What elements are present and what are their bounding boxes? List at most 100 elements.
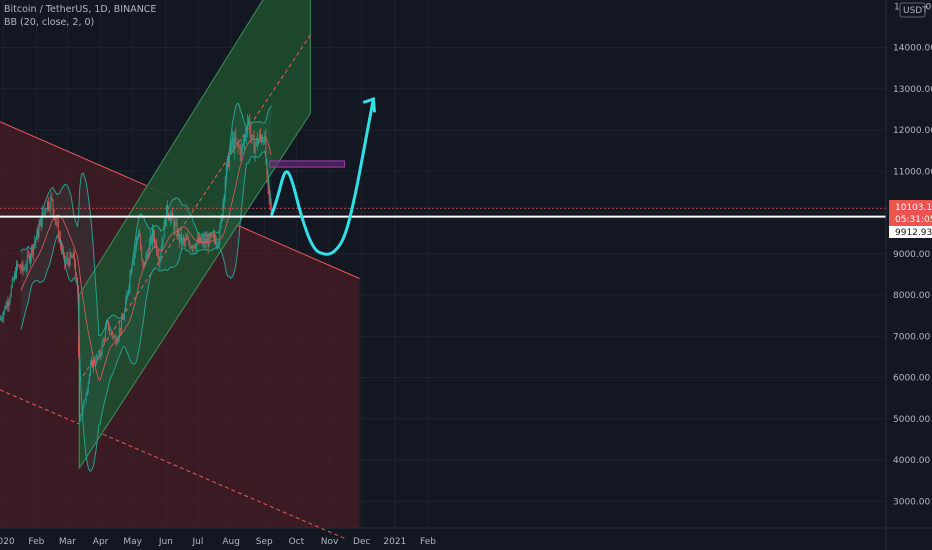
candle	[111, 328, 113, 337]
candle	[19, 264, 21, 269]
candle	[9, 293, 11, 306]
candle	[149, 230, 151, 251]
candle	[268, 187, 270, 205]
candle	[235, 128, 237, 145]
candle	[50, 194, 52, 217]
candle	[249, 113, 251, 138]
candle	[162, 238, 164, 248]
candle	[18, 264, 20, 267]
candle	[96, 353, 98, 366]
candle	[23, 266, 25, 272]
candle	[148, 237, 150, 257]
candle	[236, 141, 238, 146]
y-tick-label: 14000.00	[893, 44, 932, 54]
candle	[244, 134, 245, 151]
candle	[153, 226, 154, 243]
candle	[43, 209, 45, 217]
x-tick-label: 2020	[0, 537, 15, 547]
candle	[240, 139, 242, 163]
x-tick-label: Mar	[59, 537, 76, 547]
candle	[68, 258, 70, 270]
candle	[190, 245, 192, 249]
candle	[7, 296, 9, 312]
candle	[233, 131, 235, 154]
candle	[205, 231, 207, 249]
candle	[204, 231, 206, 250]
candle	[37, 224, 39, 243]
candle	[65, 255, 67, 266]
candle	[110, 326, 112, 331]
candle	[256, 132, 258, 151]
candle	[182, 236, 183, 247]
candle	[86, 387, 88, 397]
candle	[213, 228, 214, 242]
candle	[52, 198, 54, 217]
countdown-label: 05:31:05	[895, 215, 932, 225]
candle	[98, 349, 100, 360]
x-tick-label: Sep	[256, 537, 273, 547]
candle	[0, 315, 1, 321]
y-tick-label: 7000.00	[893, 332, 930, 342]
crosshair-price-label: 9912.93	[895, 228, 932, 238]
candle	[25, 260, 27, 276]
candle	[102, 337, 104, 344]
currency-label: USDT	[903, 6, 928, 16]
candle	[101, 339, 103, 357]
candle	[255, 137, 257, 148]
candle	[45, 207, 46, 217]
candle	[139, 228, 140, 237]
candle	[48, 197, 50, 212]
projection-path	[270, 97, 375, 256]
candle	[30, 253, 31, 267]
trend-channels	[0, 0, 360, 539]
drawings	[0, 97, 886, 256]
candle	[214, 230, 215, 245]
candle	[95, 358, 97, 367]
candle	[3, 310, 5, 323]
candle	[257, 137, 259, 146]
candle	[14, 270, 15, 283]
candle	[262, 133, 264, 143]
candle	[237, 138, 239, 155]
candle	[88, 373, 90, 385]
x-tick-label: Jul	[192, 537, 204, 547]
candle	[56, 217, 58, 227]
candle	[234, 131, 236, 160]
candle	[210, 233, 212, 239]
candle	[260, 128, 261, 143]
candle	[4, 306, 6, 315]
crosshair-price-badge	[889, 226, 932, 238]
candle	[69, 248, 71, 267]
candle	[217, 241, 219, 250]
y-tick-label: 6000.00	[893, 374, 930, 384]
candle	[42, 212, 44, 216]
candle	[261, 134, 262, 146]
candle	[150, 233, 152, 246]
candle	[138, 230, 139, 241]
candle	[161, 235, 163, 252]
candle	[239, 144, 241, 162]
bb-lower	[20, 150, 272, 473]
candle	[159, 256, 161, 270]
candle	[218, 240, 220, 248]
candle	[134, 242, 136, 259]
candle	[163, 215, 165, 239]
candle	[152, 224, 153, 250]
candle	[206, 231, 208, 244]
candle	[184, 236, 185, 248]
candle	[119, 327, 121, 336]
candle	[180, 227, 182, 252]
candle	[195, 242, 197, 253]
candle	[67, 251, 69, 267]
candle	[85, 391, 87, 404]
candle	[46, 207, 47, 211]
candle	[40, 219, 42, 232]
last-price-label: 10103.14	[895, 203, 932, 213]
candle	[87, 380, 89, 394]
time-axis[interactable]: 2020 Feb Mar Apr May Jun Jul Aug Sep Oct Nov Dec 202…	[0, 527, 932, 547]
candle	[26, 247, 28, 273]
currency-badge[interactable]: USDT	[899, 2, 928, 18]
candle	[219, 222, 221, 247]
candle	[84, 398, 86, 401]
